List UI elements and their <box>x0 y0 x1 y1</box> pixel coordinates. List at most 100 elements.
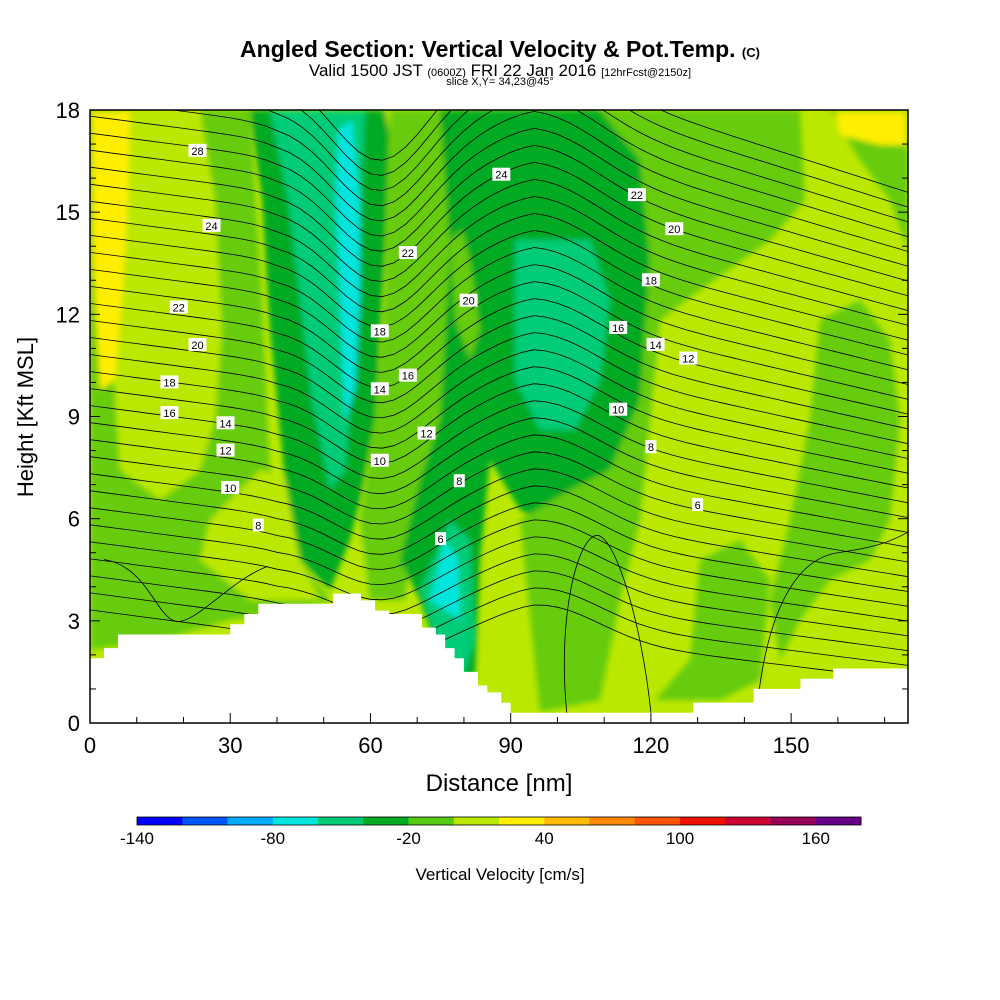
terrain-area <box>90 593 908 723</box>
colorbar-swatch <box>137 817 183 825</box>
colorbar-swatch <box>408 817 455 825</box>
isentrope-label-box <box>679 351 698 365</box>
colorbar-swatch <box>363 817 409 825</box>
isentrope-line <box>90 604 908 681</box>
x-axis: 0 30 60 90 120 150 <box>84 713 886 758</box>
isentrope-label-box <box>370 382 389 396</box>
isentrope-label-box <box>692 498 704 512</box>
isentrope-line <box>758 531 908 696</box>
isentrope-label-box <box>609 320 628 334</box>
isentrope-line <box>90 417 908 518</box>
isentropes <box>90 110 908 713</box>
isentrope-label-box <box>646 337 665 351</box>
isentrope-label: 14 <box>219 418 231 430</box>
isentrope-label-box <box>221 481 240 495</box>
isentrope-label-box <box>665 222 684 236</box>
y-tick-label: 12 <box>56 302 80 327</box>
x-tick-label: 120 <box>633 733 670 758</box>
chart-title: Angled Section: Vertical Velocity & Pot.… <box>0 36 1000 63</box>
isentrope-label-box <box>609 402 628 416</box>
chart-subtitle: Valid 1500 JST (0600Z) FRI 22 Jan 2016 [… <box>0 61 1000 81</box>
isentrope-line <box>90 553 908 637</box>
colorbar-swatch <box>725 817 771 825</box>
isentrope-label-box <box>160 375 179 389</box>
colorbar-swatch <box>770 817 817 825</box>
isentrope-label-box <box>216 416 235 430</box>
isentrope-label: 18 <box>645 275 657 287</box>
isentrope-label: 22 <box>173 303 185 315</box>
isentrope-label: 22 <box>402 248 414 260</box>
isentrope-label-box <box>627 188 646 202</box>
isentrope-label-box <box>370 453 389 467</box>
colorbar-tick-label: -140 <box>120 829 154 848</box>
isentrope-line <box>563 535 652 713</box>
isentrope-line <box>90 519 908 607</box>
isentrope-label: 28 <box>191 146 203 158</box>
isentrope-line <box>90 230 908 356</box>
x-tick-label: 30 <box>218 733 242 758</box>
y-tick-label: 9 <box>68 405 80 430</box>
x-tick-label: 60 <box>358 733 382 758</box>
isentrope-line <box>90 587 908 666</box>
forecast-label: [12hrFcst@2150z] <box>601 67 692 79</box>
isentrope-line <box>318 110 908 193</box>
isentrope-line <box>90 485 908 578</box>
isentrope-line <box>90 434 908 533</box>
isentrope-label-box <box>398 246 417 260</box>
isentrope-label-box <box>645 440 657 454</box>
isentrope-label: 10 <box>374 456 386 468</box>
isentrope-label-box <box>435 532 447 546</box>
y-tick-label: 6 <box>68 507 80 532</box>
colorbar-tick-label: -80 <box>260 829 285 848</box>
isentrope-label-box <box>459 293 478 307</box>
isentrope-line <box>90 451 908 548</box>
colorbar: -140 -80 -20 40 100 160 <box>120 816 862 848</box>
field-region <box>430 540 460 620</box>
isentrope-label-box <box>641 273 660 287</box>
isentrope-label: 14 <box>649 340 661 352</box>
isentrope-label: 20 <box>668 224 680 236</box>
colorbar-tick-label: 100 <box>666 829 694 848</box>
y-tick-label: 3 <box>68 609 80 634</box>
isentrope-label: 22 <box>631 190 643 202</box>
isentrope-label: 18 <box>163 377 175 389</box>
colorbar-swatch <box>544 817 590 825</box>
colorbar-tick-label: -20 <box>396 829 421 848</box>
isentrope-label-box <box>169 300 188 314</box>
isentrope-line <box>90 536 908 622</box>
slice-label: slice X,Y= 34,23@45° <box>446 76 554 88</box>
colorbar-tick-label: 160 <box>802 829 830 848</box>
y-tick-label: 18 <box>56 98 80 123</box>
isentrope-label: 6 <box>438 534 444 546</box>
isentrope-line <box>90 110 908 252</box>
isentrope-label: 24 <box>205 221 217 233</box>
isentrope-label: 16 <box>402 371 414 383</box>
isentrope-label-box <box>202 218 221 232</box>
isentrope-label: 24 <box>495 170 507 182</box>
colorbar-swatch <box>272 817 319 825</box>
field-region <box>336 120 360 420</box>
colorbar-swatch <box>589 817 636 825</box>
isentrope-line <box>90 502 908 592</box>
isentrope-label: 16 <box>163 408 175 420</box>
isentrope-line <box>90 570 908 652</box>
valid-date: FRI 22 Jan 2016 <box>470 61 597 80</box>
x-tick-label: 0 <box>84 733 96 758</box>
isentrope-line <box>170 110 908 238</box>
isentrope-labels: 28 24 22 20 18 16 14 12 10 8 18 14 10 16 12 22 20 8 6 24 22 2… <box>160 143 704 546</box>
isentrope-label: 8 <box>648 442 654 454</box>
x-tick-label: 150 <box>773 733 810 758</box>
isentrope-line <box>90 264 908 385</box>
valid-zulu: (0600Z) <box>427 67 466 79</box>
isentrope-label: 16 <box>612 323 624 335</box>
isentrope-label-box <box>188 143 207 157</box>
isentrope-label: 8 <box>456 476 462 488</box>
isentrope-label-box <box>188 337 207 351</box>
terrain-mask <box>90 593 908 723</box>
isentrope-line <box>90 349 908 459</box>
isentrope-label: 14 <box>374 384 386 396</box>
isentrope-label: 10 <box>224 483 236 495</box>
x-tick-label: 90 <box>498 733 522 758</box>
colorbar-frame <box>136 816 862 826</box>
isentrope-line <box>90 213 908 341</box>
